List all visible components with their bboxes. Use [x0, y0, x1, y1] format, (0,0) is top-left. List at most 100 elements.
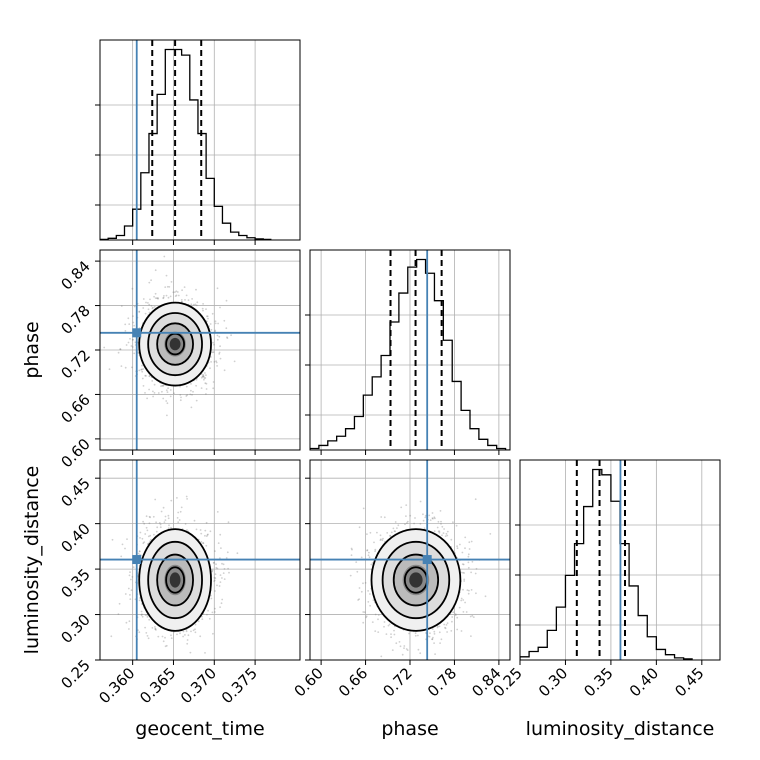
sample-point [196, 301, 199, 304]
sample-point [127, 317, 130, 320]
sample-point [148, 515, 151, 518]
sample-point [467, 592, 470, 595]
sample-point [131, 576, 134, 578]
sample-point [150, 538, 152, 541]
sample-point [460, 630, 463, 632]
sample-point [154, 627, 157, 630]
x-tick-label: 0.365 [136, 664, 179, 707]
sample-point [393, 629, 395, 632]
sample-point [428, 635, 431, 638]
sample-point [124, 323, 127, 326]
sample-point [471, 614, 474, 617]
sample-point [137, 352, 140, 355]
sample-point [470, 540, 473, 543]
sample-point [358, 526, 361, 529]
sample-point [219, 357, 222, 360]
sample-point [451, 620, 453, 623]
sample-point [177, 511, 180, 514]
sample-point [219, 533, 222, 536]
sample-point [475, 567, 478, 570]
sample-point [148, 311, 151, 314]
sample-point [228, 571, 230, 574]
sample-point [366, 549, 368, 552]
sample-point [165, 274, 168, 277]
sample-point [456, 545, 458, 548]
sample-point [464, 547, 466, 550]
sample-point [219, 581, 222, 583]
sample-point [152, 515, 155, 518]
sample-point [233, 360, 236, 363]
sample-point [214, 322, 217, 325]
sample-point [160, 510, 163, 513]
sample-point [475, 592, 477, 595]
sample-point [152, 395, 155, 398]
sample-point [141, 364, 143, 367]
sample-point [380, 655, 383, 658]
contour-line-0 [138, 528, 212, 632]
contour-line-2 [392, 553, 440, 607]
sample-point [152, 390, 154, 393]
sample-point [190, 406, 193, 409]
y-tick-label: 0.66 [57, 391, 93, 427]
sample-point [162, 297, 165, 300]
sample-point [130, 578, 132, 581]
sample-point [397, 524, 400, 527]
sample-point [143, 522, 146, 525]
sample-point [177, 294, 180, 297]
sample-point [205, 382, 208, 385]
sample-point [190, 630, 192, 633]
sample-point [367, 554, 370, 557]
x-tick-label: 0.35 [580, 664, 616, 700]
contour-line-0 [370, 528, 462, 632]
sample-point [164, 286, 167, 288]
sample-point [178, 519, 181, 521]
sample-point [381, 539, 384, 542]
sample-point [437, 520, 440, 523]
sample-point [214, 590, 216, 592]
sample-point [195, 384, 198, 387]
sample-point [158, 522, 161, 524]
sample-point [446, 534, 449, 537]
sample-point [393, 633, 396, 636]
sample-point [379, 539, 382, 541]
sample-point [467, 553, 470, 556]
sample-point [160, 385, 162, 388]
sample-point [439, 642, 441, 644]
sample-point [439, 510, 442, 512]
sample-point [148, 388, 151, 391]
sample-point [162, 384, 165, 387]
sample-point [132, 566, 135, 568]
sample-point [436, 626, 439, 629]
sample-point [456, 547, 459, 550]
sample-point [212, 562, 215, 564]
sample-point [431, 638, 433, 641]
sample-point [464, 536, 467, 539]
sample-point [169, 389, 172, 391]
sample-point [203, 378, 205, 381]
sample-point [202, 375, 205, 378]
sample-point [156, 297, 158, 299]
sample-point [452, 521, 454, 524]
sample-point [399, 645, 402, 648]
sample-point [192, 629, 195, 632]
sample-point [142, 542, 145, 545]
sample-point [189, 651, 192, 654]
sample-point [209, 367, 211, 370]
sample-point [143, 541, 146, 543]
sample-point [364, 582, 367, 584]
sample-point [433, 630, 436, 633]
sample-point [202, 542, 204, 544]
sample-point [445, 624, 448, 626]
sample-point [383, 625, 385, 628]
y-tick-label: 0.60 [57, 435, 93, 471]
sample-point [202, 309, 204, 312]
x-tick-label: 0.30 [535, 664, 571, 700]
y-axis-label-luminosity_distance: luminosity_distance [21, 466, 43, 655]
sample-point [214, 320, 217, 323]
sample-point [213, 561, 216, 564]
sample-point [422, 519, 425, 522]
y-tick-label: 0.84 [57, 257, 93, 293]
sample-point [147, 308, 150, 311]
x-axis-label-geocent_time: geocent_time [135, 718, 264, 740]
sample-point [129, 598, 132, 600]
